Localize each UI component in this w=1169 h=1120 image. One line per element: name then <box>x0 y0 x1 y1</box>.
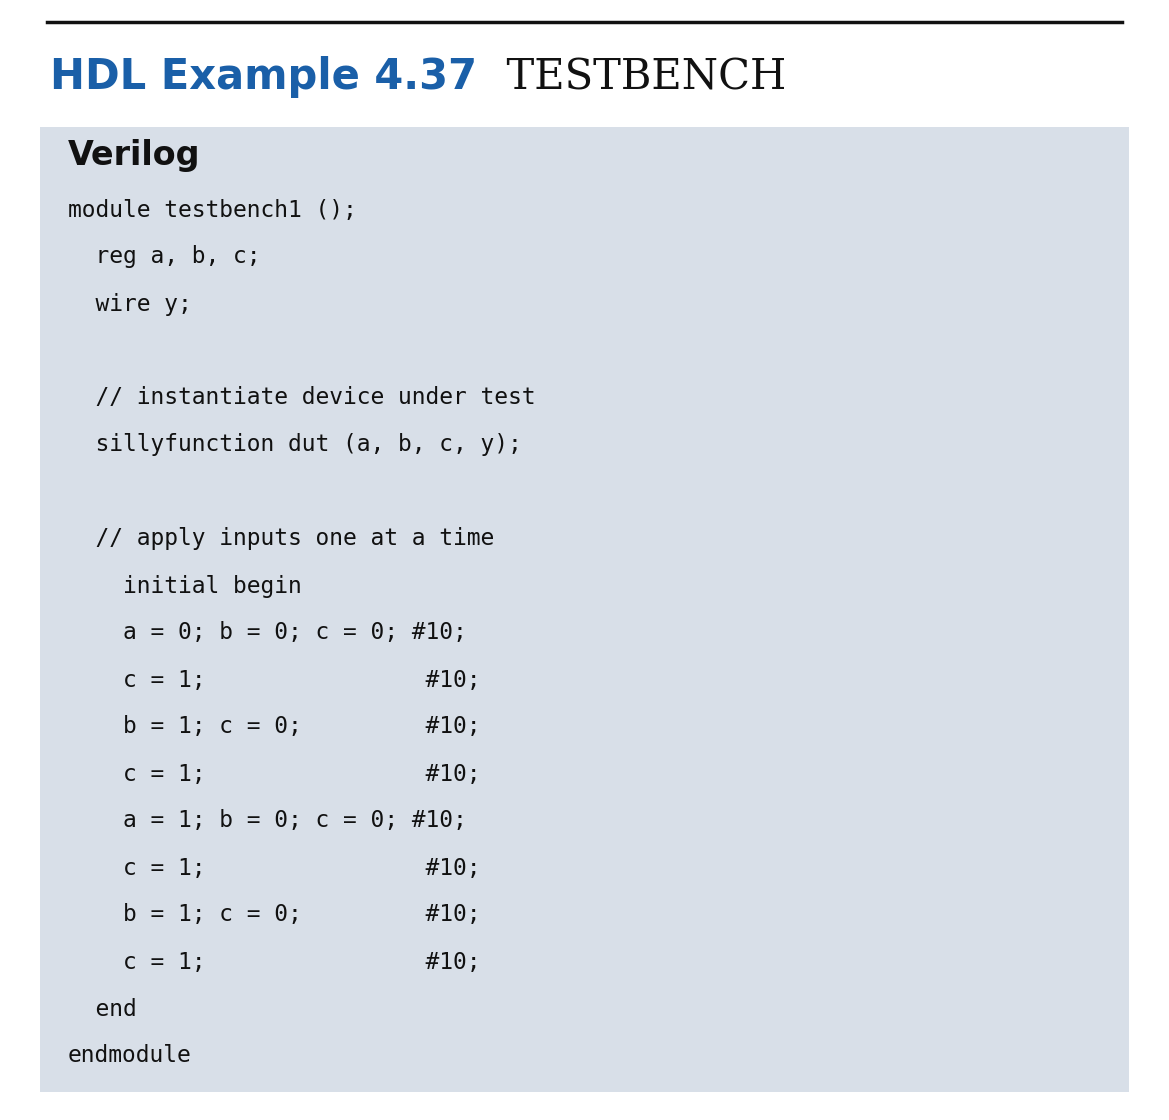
Text: // apply inputs one at a time: // apply inputs one at a time <box>68 528 494 551</box>
Text: c = 1;                #10;: c = 1; #10; <box>68 669 480 691</box>
Text: b = 1; c = 0;         #10;: b = 1; c = 0; #10; <box>68 716 480 738</box>
Text: wire y;: wire y; <box>68 292 192 316</box>
Text: b = 1; c = 0;         #10;: b = 1; c = 0; #10; <box>68 904 480 926</box>
FancyBboxPatch shape <box>40 127 1129 1092</box>
Text: endmodule: endmodule <box>68 1045 192 1067</box>
Text: TESTBENCH: TESTBENCH <box>480 56 787 99</box>
Text: reg a, b, c;: reg a, b, c; <box>68 245 261 269</box>
Text: HDL Example 4.37: HDL Example 4.37 <box>50 56 477 99</box>
Text: // instantiate device under test: // instantiate device under test <box>68 386 535 410</box>
Text: c = 1;                #10;: c = 1; #10; <box>68 951 480 973</box>
Text: c = 1;                #10;: c = 1; #10; <box>68 857 480 879</box>
Text: a = 0; b = 0; c = 0; #10;: a = 0; b = 0; c = 0; #10; <box>68 622 466 644</box>
Text: module testbench1 ();: module testbench1 (); <box>68 198 357 222</box>
Text: Verilog: Verilog <box>68 139 201 171</box>
Text: a = 1; b = 0; c = 0; #10;: a = 1; b = 0; c = 0; #10; <box>68 810 466 832</box>
Text: end: end <box>68 998 137 1020</box>
Text: initial begin: initial begin <box>68 575 302 597</box>
Text: sillyfunction dut (a, b, c, y);: sillyfunction dut (a, b, c, y); <box>68 433 521 457</box>
Text: c = 1;                #10;: c = 1; #10; <box>68 763 480 785</box>
